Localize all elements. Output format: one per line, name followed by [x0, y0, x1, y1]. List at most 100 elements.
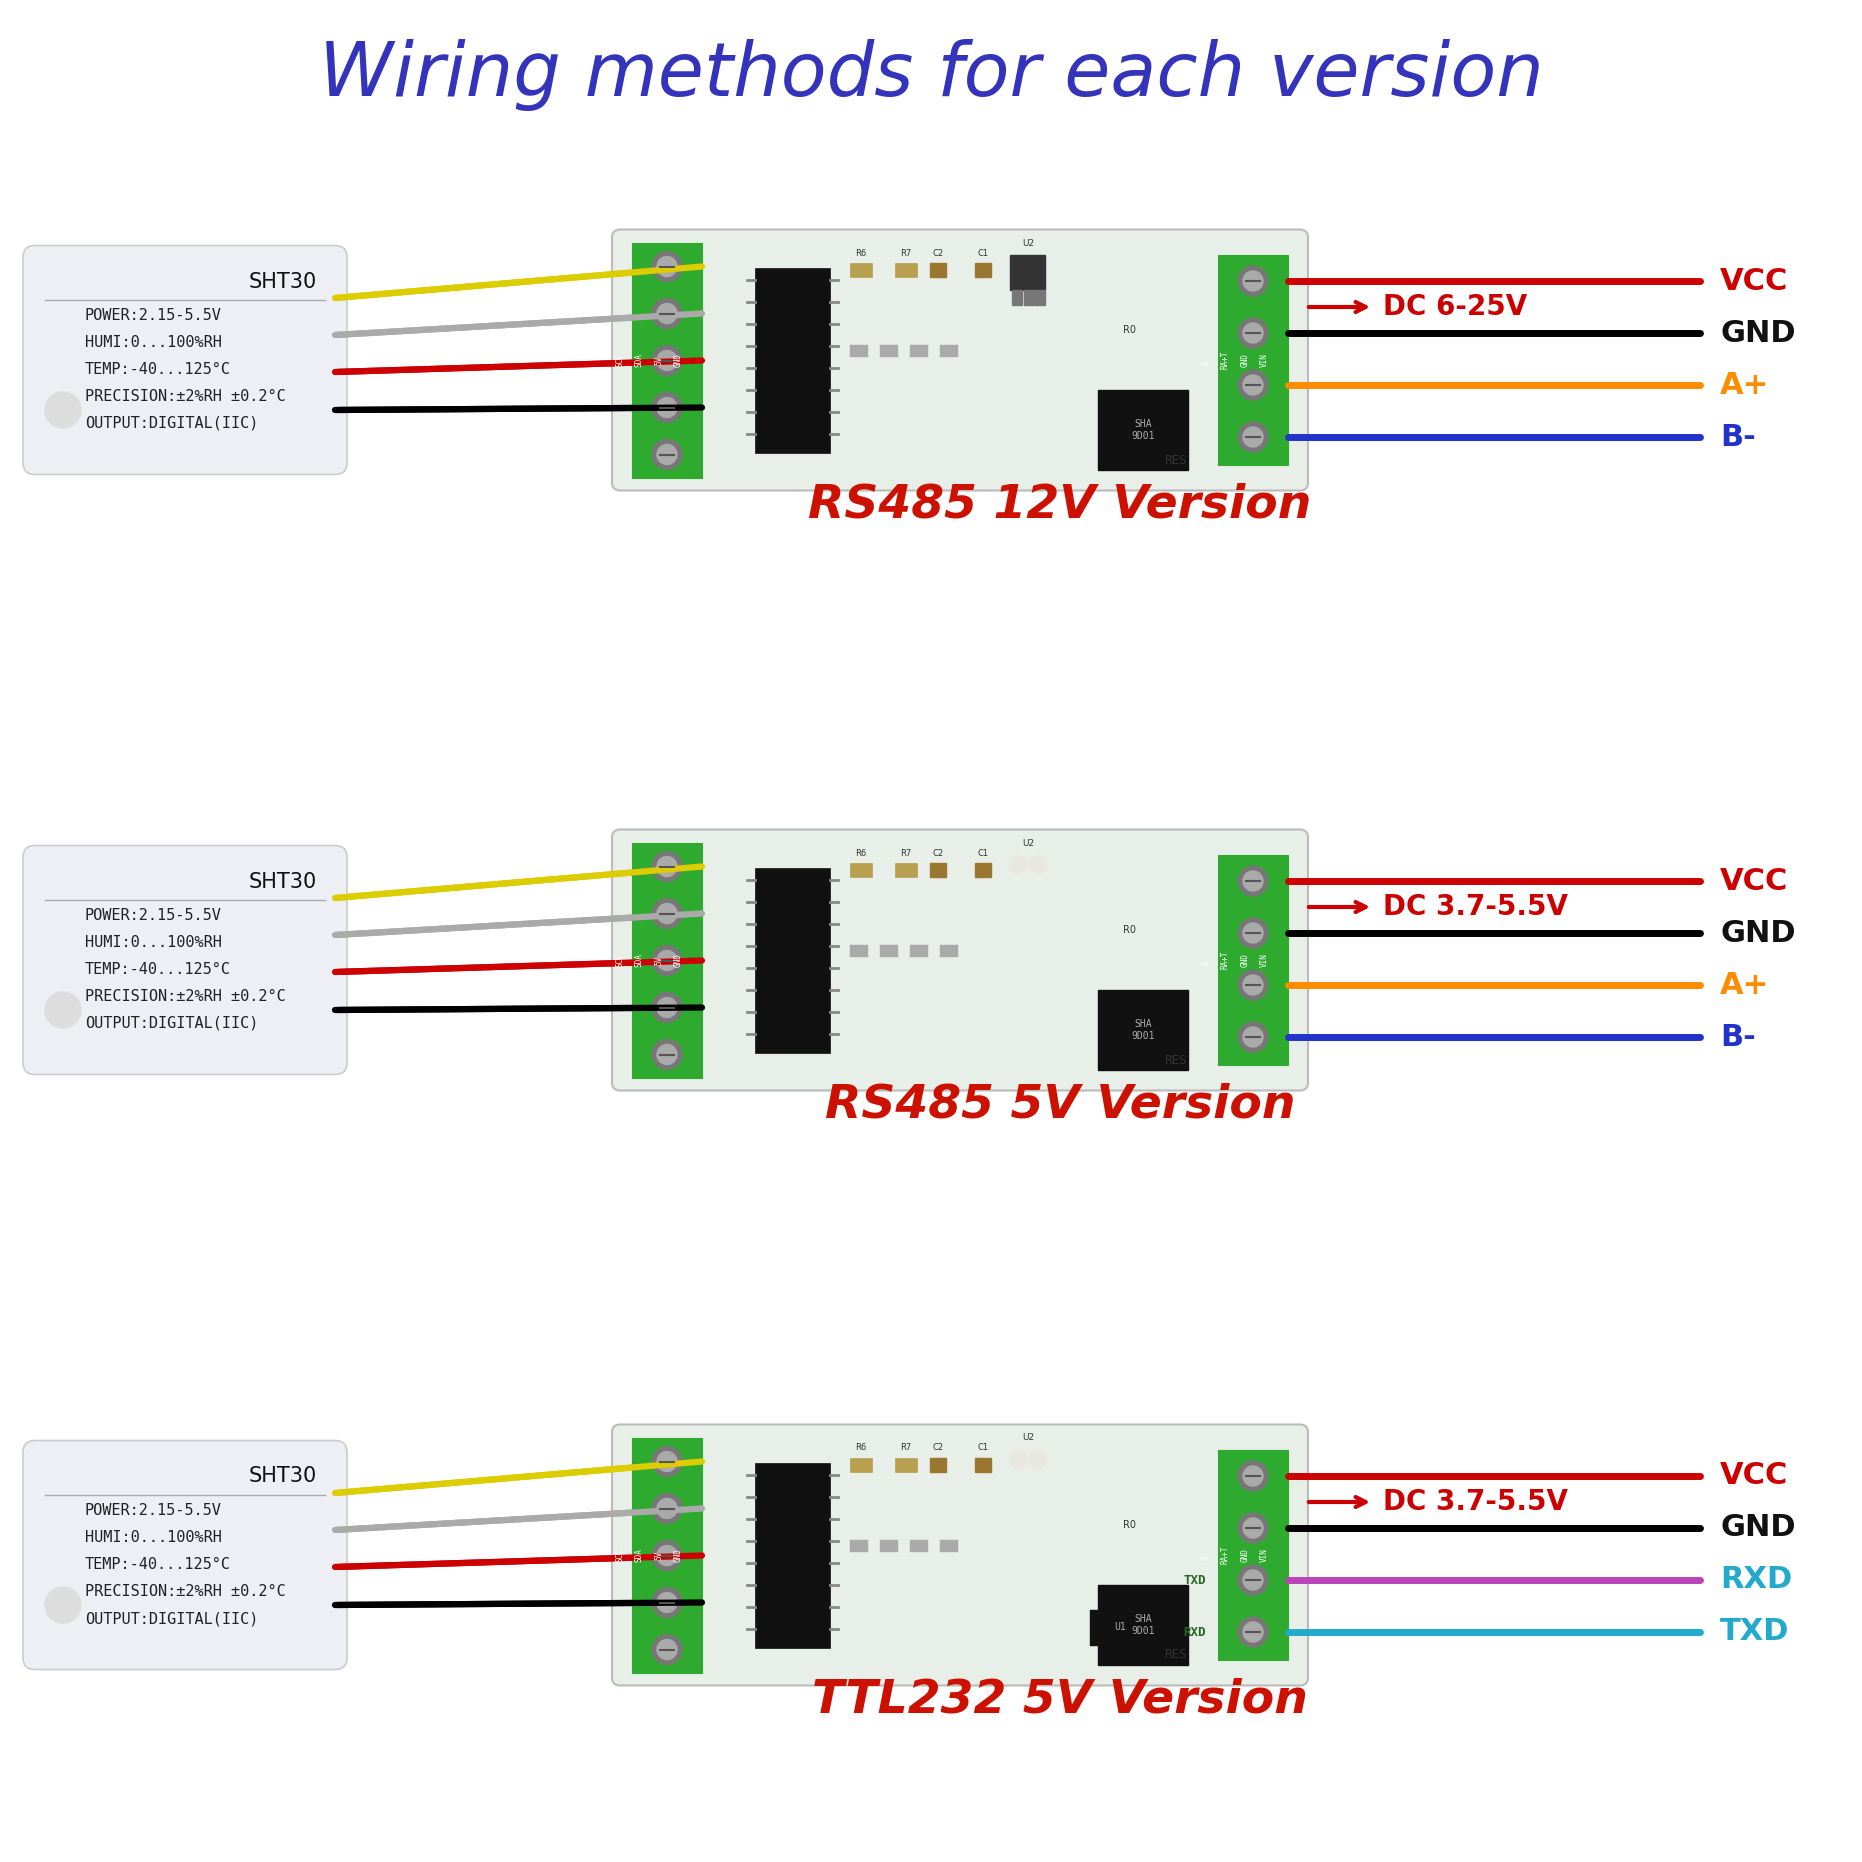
- Circle shape: [652, 439, 681, 469]
- Text: OUTPUT:DIGITAL(IIC): OUTPUT:DIGITAL(IIC): [86, 1611, 259, 1626]
- Bar: [1099, 991, 1188, 1071]
- Bar: [1099, 1585, 1188, 1665]
- Circle shape: [1244, 322, 1262, 343]
- Text: A+: A+: [1720, 371, 1769, 400]
- Text: PRECISION:±2%RH ±0.2°C: PRECISION:±2%RH ±0.2°C: [86, 989, 285, 1004]
- Text: B-: B-: [1720, 1022, 1756, 1052]
- Circle shape: [657, 1452, 678, 1471]
- Text: GND: GND: [1720, 1514, 1795, 1542]
- Text: GND: GND: [1720, 318, 1795, 348]
- Circle shape: [1238, 1564, 1268, 1596]
- Text: C1: C1: [978, 248, 989, 257]
- Circle shape: [657, 1499, 678, 1519]
- Text: SCL
SDA
5V
GND: SCL SDA 5V GND: [614, 1547, 683, 1562]
- Circle shape: [657, 1640, 678, 1659]
- Circle shape: [652, 899, 681, 929]
- Circle shape: [1238, 1616, 1268, 1648]
- Text: R6: R6: [855, 248, 866, 257]
- Bar: [1099, 389, 1188, 469]
- Text: GND: GND: [1720, 918, 1795, 948]
- Circle shape: [657, 304, 678, 324]
- Bar: [896, 1458, 916, 1471]
- Circle shape: [1244, 1465, 1262, 1486]
- Text: HUMI:0...100%RH: HUMI:0...100%RH: [86, 335, 222, 350]
- Text: VCC: VCC: [1720, 1462, 1788, 1490]
- Circle shape: [652, 946, 681, 976]
- Text: R0: R0: [1123, 1519, 1136, 1531]
- Circle shape: [45, 992, 82, 1028]
- Text: TEMP:-40...125°C: TEMP:-40...125°C: [86, 963, 231, 978]
- Circle shape: [652, 851, 681, 881]
- Bar: [631, 842, 702, 1078]
- Circle shape: [1238, 970, 1268, 1000]
- Circle shape: [1238, 866, 1268, 896]
- Circle shape: [657, 1045, 678, 1065]
- Bar: [1218, 855, 1289, 1065]
- Circle shape: [1009, 1450, 1028, 1469]
- Text: RS485 5V Version: RS485 5V Version: [825, 1082, 1296, 1128]
- Text: RES: RES: [1164, 1054, 1186, 1067]
- Text: OUTPUT:DIGITAL(IIC): OUTPUT:DIGITAL(IIC): [86, 1017, 259, 1032]
- Text: VCC: VCC: [1720, 266, 1788, 296]
- Circle shape: [652, 298, 681, 328]
- Circle shape: [652, 992, 681, 1022]
- Bar: [911, 946, 927, 957]
- Circle shape: [652, 1540, 681, 1570]
- Text: DC 3.7-5.5V: DC 3.7-5.5V: [1383, 894, 1568, 922]
- Bar: [940, 946, 959, 957]
- Text: TXD: TXD: [1720, 1618, 1789, 1646]
- Text: B-
RA+T
GND
VIN: B- RA+T GND VIN: [1201, 1545, 1268, 1564]
- Text: TEMP:-40...125°C: TEMP:-40...125°C: [86, 1557, 231, 1572]
- Bar: [911, 344, 927, 358]
- Text: HUMI:0...100%RH: HUMI:0...100%RH: [86, 935, 222, 950]
- Circle shape: [1244, 1622, 1262, 1642]
- Text: SHA
9D01: SHA 9D01: [1132, 1019, 1154, 1041]
- FancyBboxPatch shape: [613, 229, 1307, 490]
- Text: SHT30: SHT30: [250, 871, 317, 892]
- FancyBboxPatch shape: [22, 1441, 346, 1670]
- Circle shape: [652, 1493, 681, 1523]
- Text: PRECISION:±2%RH ±0.2°C: PRECISION:±2%RH ±0.2°C: [86, 389, 285, 404]
- Text: RS485 12V Version: RS485 12V Version: [808, 482, 1311, 527]
- Text: R0: R0: [1123, 925, 1136, 935]
- Text: SCL
SDA
5V
GND: SCL SDA 5V GND: [614, 354, 683, 367]
- Text: RES: RES: [1164, 1648, 1186, 1661]
- Bar: [929, 862, 946, 877]
- Bar: [849, 263, 871, 276]
- Circle shape: [1244, 426, 1262, 447]
- Text: B-
RA+T
GND
VIN: B- RA+T GND VIN: [1201, 350, 1268, 369]
- Bar: [976, 862, 991, 877]
- Circle shape: [652, 251, 681, 281]
- Text: U2: U2: [1022, 238, 1033, 248]
- Circle shape: [1238, 423, 1268, 452]
- Bar: [849, 946, 868, 957]
- Text: OUTPUT:DIGITAL(IIC): OUTPUT:DIGITAL(IIC): [86, 415, 259, 430]
- Bar: [849, 344, 868, 358]
- Bar: [896, 263, 916, 276]
- Bar: [1218, 255, 1289, 466]
- Bar: [1218, 1450, 1289, 1661]
- Bar: [849, 1458, 871, 1471]
- Text: SCL
SDA
5V
GND: SCL SDA 5V GND: [614, 953, 683, 966]
- Text: RES: RES: [1164, 454, 1186, 467]
- Text: R6: R6: [855, 1443, 866, 1452]
- Text: R7: R7: [901, 1443, 912, 1452]
- Text: R7: R7: [901, 849, 912, 858]
- Text: RXD: RXD: [1184, 1626, 1207, 1639]
- Text: U1: U1: [1113, 1622, 1127, 1631]
- Text: SHT30: SHT30: [250, 272, 317, 292]
- Circle shape: [1238, 371, 1268, 400]
- Bar: [940, 344, 959, 358]
- Text: SHA
9D01: SHA 9D01: [1132, 419, 1154, 441]
- Bar: [754, 868, 830, 1052]
- Text: C1: C1: [978, 849, 989, 858]
- Circle shape: [657, 903, 678, 924]
- FancyBboxPatch shape: [22, 246, 346, 475]
- Bar: [754, 268, 830, 452]
- Circle shape: [657, 397, 678, 417]
- Text: B-
RA+T
GND
VIN: B- RA+T GND VIN: [1201, 951, 1268, 970]
- Text: POWER:2.15-5.5V: POWER:2.15-5.5V: [86, 909, 222, 924]
- Circle shape: [657, 857, 678, 877]
- Text: SHA
9D01: SHA 9D01: [1132, 1614, 1154, 1637]
- Text: Wiring methods for each version: Wiring methods for each version: [318, 39, 1544, 112]
